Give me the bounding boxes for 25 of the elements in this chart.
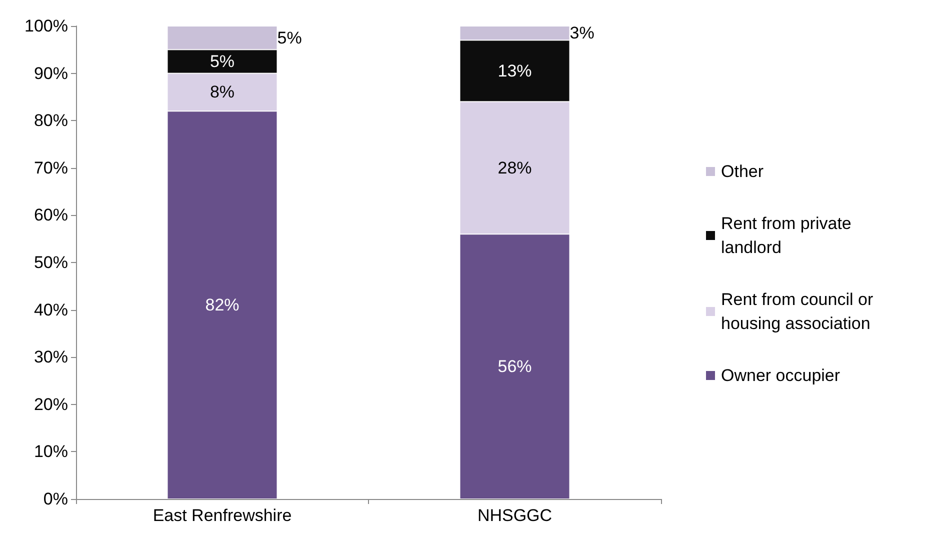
legend-label: Rent from council or housing association <box>721 290 878 333</box>
data-label: 8% <box>210 82 235 102</box>
y-tick-label: 40% <box>34 300 68 320</box>
x-tick-label: NHSGGC <box>477 506 552 525</box>
y-tick-label: 90% <box>34 64 68 83</box>
y-tick-label: 70% <box>34 158 68 178</box>
legend-label: Owner occupier <box>721 366 840 385</box>
data-label: 3% <box>570 24 594 43</box>
y-tick-label: 30% <box>34 348 68 367</box>
data-label: 56% <box>498 357 532 376</box>
y-tick-label: 10% <box>34 442 68 462</box>
data-label: 5% <box>277 28 302 48</box>
legend-label: Other <box>721 162 764 181</box>
x-tick-label: East Renfrewshire <box>152 506 292 525</box>
y-tick-label: 80% <box>34 111 68 130</box>
data-label: 28% <box>498 158 532 178</box>
y-tick-label: 20% <box>34 394 68 414</box>
y-tick-label: 60% <box>34 206 68 225</box>
data-label: 82% <box>205 296 240 315</box>
data-label: 5% <box>210 52 235 71</box>
y-tick-label: 100% <box>24 16 68 36</box>
legend-label: Rent from private landlord <box>721 214 856 257</box>
y-tick-label: 50% <box>34 253 68 272</box>
y-tick-label: 0% <box>43 490 68 508</box>
data-label: 13% <box>498 61 532 80</box>
